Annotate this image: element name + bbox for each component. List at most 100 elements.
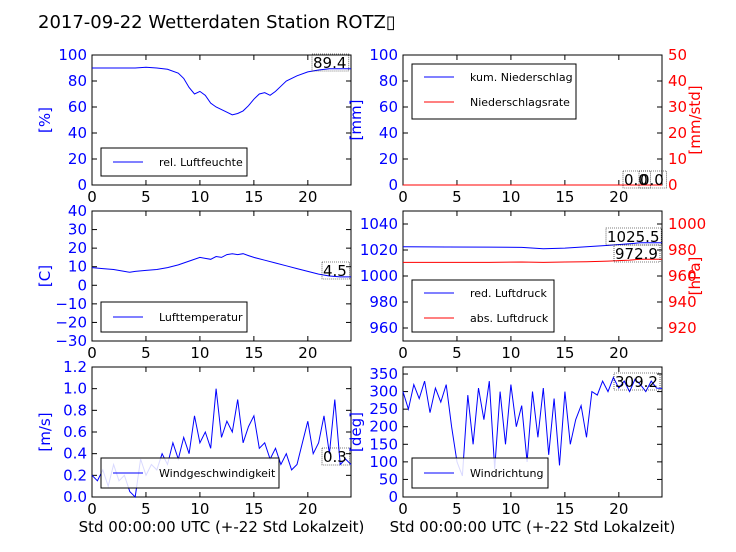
y-tick-label: −30 xyxy=(55,332,87,350)
value-label: 0.3 xyxy=(323,448,347,466)
legend-box xyxy=(411,457,549,489)
value-label-box xyxy=(613,372,661,391)
x-tick-label: 0 xyxy=(398,344,408,362)
legend-box xyxy=(411,279,555,333)
value-label: 309.2 xyxy=(615,373,658,391)
value-label-box xyxy=(321,447,350,466)
chart-panel-1: 0 5 10 15 20 0 20 40 60 80 100 [%] rel. Luftfeuchte 8… xyxy=(36,46,352,206)
y2-axis-label: [mm/std] xyxy=(686,85,704,154)
y-tick-label: 0 xyxy=(388,176,398,194)
value-label: 972.9 xyxy=(615,245,658,263)
x-tick-label: 0 xyxy=(87,188,97,206)
y-tick-label: 150 xyxy=(369,435,398,453)
x-tick-label: 0 xyxy=(87,344,97,362)
value-label-box xyxy=(311,53,350,72)
y-tick-label: 1.0 xyxy=(63,380,87,398)
y-tick-label: 350 xyxy=(369,365,398,383)
legend-label: Lufttemperatur xyxy=(159,311,243,324)
x-tick-label: 20 xyxy=(609,188,628,206)
x-tick-label: 5 xyxy=(141,188,151,206)
legend-label: rel. Luftfeuchte xyxy=(159,156,243,169)
x-tick-label: 5 xyxy=(141,344,151,362)
y-tick-label: 0 xyxy=(77,176,87,194)
y-tick-label: 300 xyxy=(369,383,398,401)
y-tick-label: 250 xyxy=(369,400,398,418)
y-tick-label: 0.4 xyxy=(63,445,87,463)
legend-label: Windgeschwindigkeit xyxy=(159,467,276,480)
x-tick-label: 10 xyxy=(501,500,520,518)
x-tick-label: 15 xyxy=(244,188,263,206)
y-tick-label: 40 xyxy=(68,202,87,220)
x-tick-label: 15 xyxy=(555,188,574,206)
value-label: 4.5 xyxy=(323,262,347,280)
plot-frame xyxy=(91,54,352,186)
x-tick-label: 15 xyxy=(555,344,574,362)
y-axis-label: [C] xyxy=(36,265,54,287)
value-label-box xyxy=(638,170,667,189)
y-tick-label: 0.6 xyxy=(63,423,87,441)
plot-frame xyxy=(91,210,352,342)
value-label-box xyxy=(613,244,661,263)
y-tick-label: 0 xyxy=(77,276,87,294)
series-line-2 xyxy=(403,258,662,263)
y-tick-label: 50 xyxy=(379,470,398,488)
legend-label: kum. Niederschlag xyxy=(470,71,573,84)
x-tick-label: 20 xyxy=(609,500,628,518)
y-tick-label: 1.2 xyxy=(63,358,87,376)
x-tick-label: 10 xyxy=(190,500,209,518)
x-tick-label: 0 xyxy=(87,500,97,518)
chart-panel-3: 0 5 10 15 20−30−20−10010203040[C]Lufttempera… xyxy=(36,202,352,362)
x-tick-label: 5 xyxy=(452,188,462,206)
y2-tick-label: 0 xyxy=(668,176,678,194)
y-tick-label: 40 xyxy=(68,124,87,142)
x-tick-label: 15 xyxy=(555,500,574,518)
y2-tick-label: 940 xyxy=(668,293,697,311)
y-axis-label: [deg] xyxy=(347,412,365,452)
y2-tick-label: 10 xyxy=(668,150,687,168)
plot-frame xyxy=(402,366,663,498)
series-line-1 xyxy=(402,242,662,250)
y2-tick-label: 980 xyxy=(668,241,697,259)
series-line-1 xyxy=(402,376,663,477)
y-axis-label: [mm] xyxy=(347,100,365,141)
y-tick-label: 20 xyxy=(379,150,398,168)
y-tick-label: 980 xyxy=(369,293,398,311)
x-tick-label: 10 xyxy=(501,344,520,362)
y2-axis-label: [hPa] xyxy=(686,257,704,296)
x-tick-label: 20 xyxy=(609,344,628,362)
x-tick-label: 10 xyxy=(190,344,209,362)
chart-panel-5: 0 5 10 15 20 0.0 0.2 0.4 0.6 0.8 1.0 1.2 [m/s] Std 00… xyxy=(36,358,364,536)
x-tick-label: 20 xyxy=(298,344,317,362)
x-tick-label: 10 xyxy=(501,188,520,206)
y2-tick-label: 30 xyxy=(668,98,687,116)
y-tick-label: 200 xyxy=(369,418,398,436)
x-tick-label: 5 xyxy=(452,344,462,362)
legend-label: Niederschlagsrate xyxy=(470,96,570,109)
series-line-1 xyxy=(91,253,351,278)
y2-tick-label: 1000 xyxy=(668,215,706,233)
y-tick-label: 40 xyxy=(379,124,398,142)
x-axis-label: Std 00:00:00 UTC (+-22 Std Lokalzeit) xyxy=(79,518,365,536)
legend-label: abs. Luftdruck xyxy=(470,312,549,325)
y-tick-label: 960 xyxy=(369,319,398,337)
legend-label: Windrichtung xyxy=(470,467,543,480)
y2-tick-label: 40 xyxy=(668,72,687,90)
y-tick-label: 1000 xyxy=(360,267,398,285)
y-tick-label: 0.2 xyxy=(63,466,87,484)
y-tick-label: 1040 xyxy=(360,215,398,233)
y-tick-label: 100 xyxy=(369,453,398,471)
x-tick-label: 15 xyxy=(244,344,263,362)
x-tick-label: 0 xyxy=(398,500,408,518)
chart-panel-2: 0 5 10 15 20 0 20 40 60 80 100 0 10 20 30 40 50 [mm] [mm/s… xyxy=(347,46,704,206)
value-label: 0.0 xyxy=(624,171,648,189)
y-tick-label: 60 xyxy=(379,98,398,116)
y-tick-label: 1020 xyxy=(360,241,398,259)
y-tick-label: 0.0 xyxy=(63,488,87,506)
y2-tick-label: 20 xyxy=(668,124,687,142)
x-tick-label: 10 xyxy=(190,188,209,206)
value-label-box xyxy=(622,170,651,189)
y-tick-label: 100 xyxy=(58,46,87,64)
